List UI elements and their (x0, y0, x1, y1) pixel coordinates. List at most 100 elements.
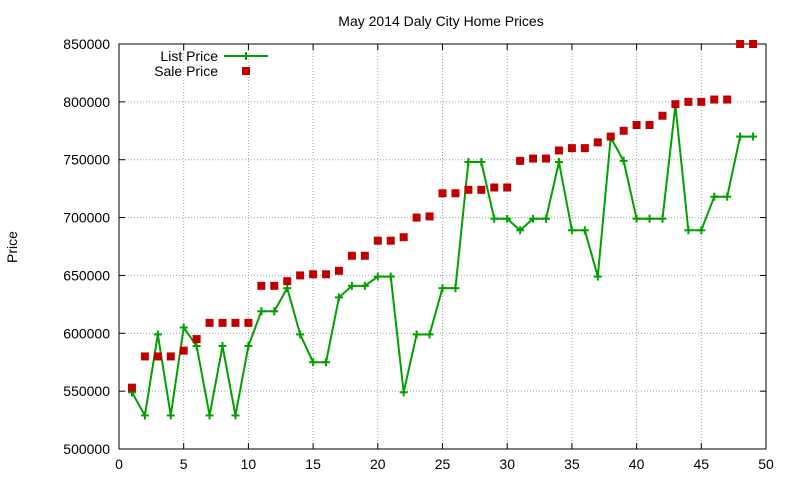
sale-price-point (231, 318, 240, 327)
legend-label: List Price (160, 48, 218, 64)
series-sale-price (127, 40, 758, 392)
list-price-point (619, 156, 628, 165)
y-tick-label: 500000 (63, 441, 110, 457)
list-price-point (205, 411, 214, 420)
list-price-point (334, 293, 343, 302)
list-price-point (645, 214, 654, 223)
sale-price-point (309, 270, 318, 279)
x-tick-label: 25 (435, 456, 451, 472)
list-price-point (192, 342, 201, 351)
sale-price-point (360, 251, 369, 260)
sale-price-point (477, 185, 486, 194)
list-price-point (166, 411, 175, 420)
sale-price-point (322, 270, 331, 279)
sale-price-point (580, 144, 589, 153)
list-price-point (542, 214, 551, 223)
y-tick-label: 800000 (63, 94, 110, 110)
y-tick-label: 600000 (63, 325, 110, 341)
list-price-point (425, 330, 434, 339)
sale-price-point (606, 132, 615, 141)
sale-price-point (386, 236, 395, 245)
list-price-point (244, 342, 253, 351)
list-price-point (153, 330, 162, 339)
sale-price-point (542, 154, 551, 163)
sale-price-point (244, 318, 253, 327)
list-price-point (451, 284, 460, 293)
sale-price-point (334, 266, 343, 275)
sale-price-point (736, 40, 745, 48)
list-price-point (593, 272, 602, 281)
list-price-point (477, 158, 486, 167)
sale-price-point (257, 281, 266, 290)
axes: 0 5 10 15 20 25 30 35 40 45 50 500000 550000 600000 65… (63, 36, 774, 472)
sale-price-point (723, 95, 732, 104)
x-tick-label: 45 (694, 456, 710, 472)
x-tick-label: 35 (564, 456, 580, 472)
list-price-point (438, 284, 447, 293)
sale-price-point (425, 212, 434, 221)
list-price-point (529, 214, 538, 223)
sale-price-point (593, 138, 602, 147)
sale-price-point (464, 185, 473, 194)
list-price-point (736, 132, 745, 141)
y-axis-label: Price (4, 231, 20, 263)
y-tick-label: 650000 (63, 267, 110, 283)
sale-price-point (347, 251, 356, 260)
series-list-price (127, 101, 758, 420)
sale-price-point (658, 111, 667, 120)
list-price-point (412, 330, 421, 339)
sale-price-point (632, 121, 641, 129)
list-price-point (386, 272, 395, 281)
list-price-point (218, 342, 227, 351)
list-price-point (283, 284, 292, 293)
sale-price-point (192, 335, 201, 344)
legend-item-list-price: List Price (160, 48, 268, 64)
x-tick-label: 20 (370, 456, 386, 472)
list-price-point (360, 281, 369, 290)
sale-price-point (645, 121, 654, 129)
list-price-point (490, 214, 499, 223)
list-price-point (567, 226, 576, 235)
sale-price-point (205, 318, 214, 327)
sale-price-point (296, 271, 305, 280)
list-price-point (373, 272, 382, 281)
sale-price-point (153, 352, 162, 361)
sale-price-point (503, 183, 512, 192)
sale-price-point (671, 100, 680, 109)
sale-price-point (373, 236, 382, 245)
sale-price-point (270, 281, 279, 290)
list-price-point (296, 330, 305, 339)
sale-price-point (166, 352, 175, 361)
list-price-point (322, 358, 331, 367)
legend-label: Sale Price (154, 63, 218, 79)
sale-price-point (127, 383, 136, 392)
legend-item-sale-price: Sale Price (154, 63, 250, 79)
list-price-point (749, 132, 758, 141)
sale-price-point (490, 183, 499, 192)
sale-price-point (619, 126, 628, 135)
sale-price-point (438, 189, 447, 198)
x-tick-label: 30 (499, 456, 515, 472)
sale-price-point (179, 346, 188, 355)
list-price-point (658, 214, 667, 223)
x-tick-label: 10 (241, 456, 257, 472)
list-price-point (231, 411, 240, 420)
legend-square-marker (242, 67, 250, 75)
list-price-point (580, 226, 589, 235)
grid-lines (119, 44, 766, 449)
data-series (127, 40, 758, 420)
sale-price-point (516, 156, 525, 165)
list-price-point (464, 158, 473, 167)
y-tick-label: 750000 (63, 152, 110, 168)
y-tick-label: 550000 (63, 383, 110, 399)
list-price-point (270, 307, 279, 316)
sale-price-point (451, 189, 460, 198)
sale-price-point (697, 97, 706, 106)
list-price-point (516, 226, 525, 235)
y-tick-label: 700000 (63, 210, 110, 226)
x-tick-label: 15 (305, 456, 321, 472)
x-tick-label: 50 (758, 456, 774, 472)
sale-price-point (749, 40, 758, 48)
